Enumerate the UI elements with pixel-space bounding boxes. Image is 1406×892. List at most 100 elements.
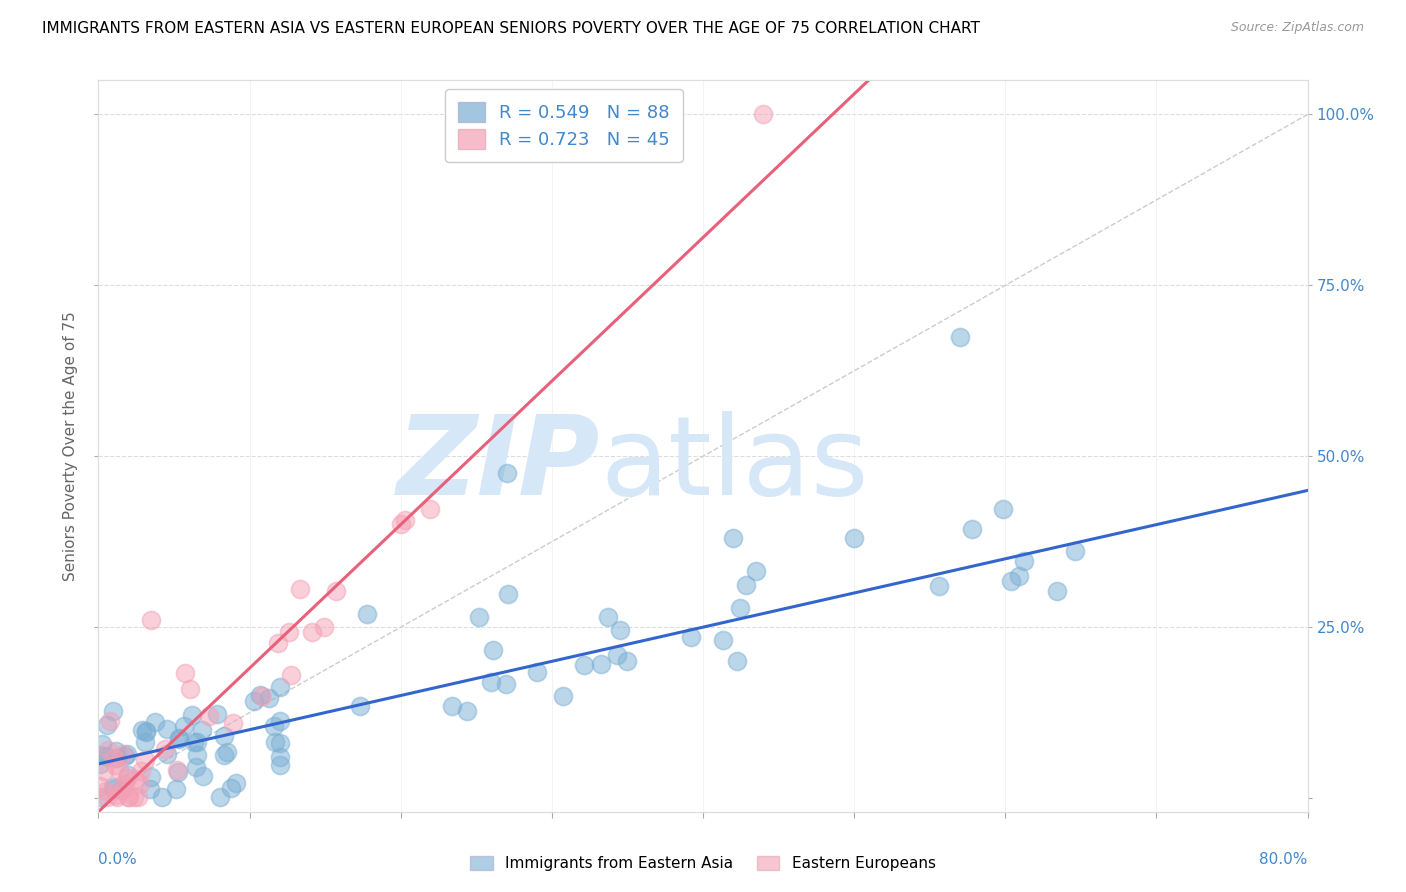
Point bbox=[105, 751, 128, 765]
Point bbox=[180, 708, 202, 723]
Point bbox=[205, 706, 228, 721]
Point bbox=[167, 731, 190, 745]
Point bbox=[1000, 574, 1022, 588]
Point bbox=[104, 744, 127, 758]
Point bbox=[728, 601, 751, 615]
Point bbox=[111, 747, 134, 762]
Point bbox=[243, 694, 266, 708]
Point bbox=[616, 654, 638, 668]
Point bbox=[250, 689, 273, 703]
Point bbox=[209, 790, 232, 805]
Point bbox=[122, 790, 145, 805]
Point bbox=[98, 714, 121, 728]
Point bbox=[135, 723, 157, 738]
Point bbox=[129, 776, 152, 790]
Point bbox=[89, 747, 111, 762]
Point bbox=[596, 609, 619, 624]
Point bbox=[186, 748, 208, 763]
Point bbox=[928, 579, 950, 593]
Point bbox=[139, 770, 162, 784]
Point bbox=[134, 753, 156, 767]
Point bbox=[141, 613, 163, 627]
Point bbox=[1008, 568, 1031, 582]
Point bbox=[96, 790, 118, 805]
Point bbox=[479, 674, 502, 689]
Point bbox=[191, 723, 214, 737]
Point bbox=[572, 658, 595, 673]
Point bbox=[263, 719, 285, 733]
Point bbox=[269, 736, 291, 750]
Point bbox=[117, 790, 139, 805]
Point bbox=[89, 789, 111, 804]
Text: IMMIGRANTS FROM EASTERN ASIA VS EASTERN EUROPEAN SENIORS POVERTY OVER THE AGE OF: IMMIGRANTS FROM EASTERN ASIA VS EASTERN … bbox=[42, 21, 980, 36]
Point bbox=[127, 790, 149, 805]
Text: atlas: atlas bbox=[600, 411, 869, 517]
Legend: R = 0.549   N = 88, R = 0.723   N = 45: R = 0.549 N = 88, R = 0.723 N = 45 bbox=[446, 89, 683, 161]
Point bbox=[269, 680, 291, 694]
Point bbox=[495, 676, 517, 690]
Point bbox=[138, 781, 160, 796]
Point bbox=[91, 737, 114, 751]
Point bbox=[301, 624, 323, 639]
Point bbox=[1014, 554, 1036, 568]
Text: ZIP: ZIP bbox=[396, 411, 600, 517]
Point bbox=[101, 780, 124, 794]
Point bbox=[277, 624, 299, 639]
Point bbox=[212, 729, 235, 743]
Point bbox=[114, 748, 136, 763]
Point bbox=[679, 630, 702, 644]
Point bbox=[94, 749, 117, 764]
Point bbox=[269, 750, 291, 764]
Point bbox=[217, 745, 239, 759]
Point bbox=[394, 513, 416, 527]
Point bbox=[167, 731, 190, 746]
Point bbox=[606, 648, 628, 662]
Point bbox=[135, 725, 157, 739]
Point bbox=[735, 577, 758, 591]
Point bbox=[156, 747, 179, 761]
Point bbox=[264, 735, 287, 749]
Point bbox=[752, 107, 775, 121]
Point bbox=[117, 768, 139, 782]
Point bbox=[267, 636, 290, 650]
Point bbox=[553, 690, 575, 704]
Point bbox=[174, 665, 197, 680]
Point bbox=[609, 623, 631, 637]
Y-axis label: Seniors Poverty Over the Age of 75: Seniors Poverty Over the Age of 75 bbox=[63, 311, 79, 581]
Point bbox=[124, 772, 146, 787]
Point bbox=[94, 784, 117, 798]
Point bbox=[134, 734, 156, 748]
Point bbox=[949, 329, 972, 343]
Point bbox=[117, 771, 139, 785]
Point bbox=[269, 714, 291, 729]
Point bbox=[155, 741, 177, 756]
Point bbox=[112, 780, 135, 795]
Point bbox=[389, 517, 412, 532]
Point bbox=[993, 501, 1015, 516]
Point bbox=[723, 531, 745, 545]
Point bbox=[711, 632, 734, 647]
Text: Source: ZipAtlas.com: Source: ZipAtlas.com bbox=[1230, 21, 1364, 34]
Point bbox=[191, 769, 214, 783]
Point bbox=[93, 764, 115, 778]
Point bbox=[89, 757, 111, 772]
Point bbox=[103, 782, 125, 797]
Point bbox=[727, 654, 749, 668]
Point bbox=[103, 751, 125, 765]
Point bbox=[156, 722, 179, 736]
Point bbox=[131, 723, 153, 738]
Point bbox=[280, 668, 302, 682]
Point bbox=[167, 765, 190, 780]
Point bbox=[165, 781, 187, 796]
Point bbox=[115, 747, 138, 761]
Point bbox=[589, 657, 612, 671]
Point bbox=[349, 699, 371, 714]
Point bbox=[419, 502, 441, 516]
Point bbox=[440, 698, 463, 713]
Point bbox=[269, 758, 291, 772]
Point bbox=[96, 718, 118, 732]
Point bbox=[173, 719, 195, 733]
Point bbox=[496, 587, 519, 601]
Text: 80.0%: 80.0% bbox=[1260, 852, 1308, 867]
Point bbox=[150, 790, 173, 805]
